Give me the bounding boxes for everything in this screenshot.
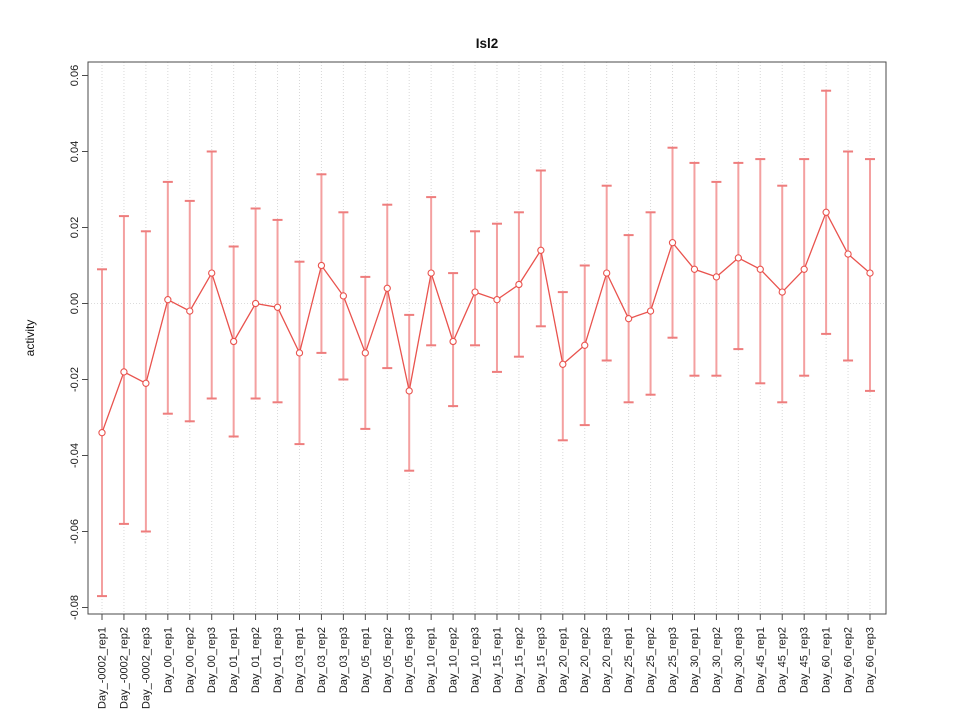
data-point bbox=[186, 307, 194, 315]
data-point bbox=[668, 239, 677, 247]
x-tick-label: Day_45_rep3 bbox=[799, 627, 811, 693]
x-tick-label: Day_-0002_rep2 bbox=[118, 627, 130, 709]
data-point bbox=[778, 288, 786, 296]
x-tick-label: Day_05_rep2 bbox=[382, 627, 394, 693]
error-bar bbox=[272, 218, 283, 404]
x-tick-label: Day_20_rep2 bbox=[579, 627, 591, 693]
error-bars bbox=[97, 89, 875, 598]
data-point bbox=[449, 337, 457, 346]
x-tick-label: Day_15_rep2 bbox=[513, 627, 525, 693]
x-axis: Day_-0002_rep1 Day_-0002_rep2 Day_-0002_re… bbox=[97, 614, 877, 709]
gridlines bbox=[101, 62, 871, 614]
x-tick-label: Day_10_rep2 bbox=[448, 627, 460, 693]
data-point bbox=[844, 250, 852, 258]
y-tick-label: 0.02 bbox=[69, 217, 81, 238]
data-point bbox=[405, 387, 413, 395]
data-line bbox=[101, 210, 871, 433]
x-tick-label: Day_05_rep1 bbox=[360, 627, 372, 693]
data-point bbox=[251, 299, 260, 308]
x-tick-label: Day_01_rep3 bbox=[272, 627, 284, 693]
data-point bbox=[603, 269, 611, 277]
x-tick-label: Day_45_rep1 bbox=[755, 627, 767, 693]
data-point bbox=[866, 269, 874, 277]
x-tick-label: Day_25_rep1 bbox=[623, 627, 635, 693]
data-point bbox=[98, 429, 106, 437]
y-tick-label: -0.08 bbox=[69, 595, 81, 620]
data-point bbox=[120, 368, 128, 376]
data-point bbox=[581, 341, 589, 349]
x-tick-label: Day_20_rep1 bbox=[557, 627, 569, 693]
y-tick-label: -0.02 bbox=[69, 367, 81, 392]
data-point bbox=[383, 284, 391, 292]
data-point bbox=[339, 292, 348, 300]
x-tick-label: Day_00_rep1 bbox=[162, 627, 174, 693]
data-point bbox=[690, 265, 699, 273]
x-tick-label: Day_10_rep3 bbox=[470, 627, 482, 693]
x-tick-label: Day_25_rep3 bbox=[667, 627, 679, 693]
x-tick-label: Day_60_rep1 bbox=[821, 627, 833, 693]
x-tick-label: Day_60_rep2 bbox=[843, 627, 855, 693]
data-points bbox=[98, 208, 874, 437]
x-tick-label: Day_00_rep2 bbox=[184, 627, 196, 693]
y-tick-label: 0.00 bbox=[69, 293, 81, 314]
data-point bbox=[427, 269, 435, 277]
x-tick-label: Day_15_rep1 bbox=[491, 627, 503, 693]
plot-box bbox=[87, 61, 887, 615]
data-point bbox=[537, 246, 545, 254]
data-point bbox=[646, 307, 655, 315]
data-point bbox=[142, 379, 150, 387]
x-tick-label: Day_01_rep2 bbox=[250, 627, 262, 693]
x-tick-label: Day_01_rep1 bbox=[228, 627, 240, 693]
x-tick-label: Day_30_rep1 bbox=[689, 627, 701, 693]
chart-title: Isl2 bbox=[475, 36, 499, 51]
x-tick-label: Day_00_rep3 bbox=[206, 627, 218, 693]
x-tick-label: Day_60_rep3 bbox=[865, 627, 877, 693]
x-tick-label: Day_10_rep1 bbox=[426, 627, 438, 693]
x-tick-label: Day_-0002_rep3 bbox=[140, 627, 152, 709]
x-tick-label: Day_03_rep3 bbox=[338, 627, 350, 693]
data-point bbox=[208, 269, 216, 277]
error-bar bbox=[645, 211, 656, 396]
data-point bbox=[712, 273, 721, 281]
data-point bbox=[822, 208, 830, 216]
data-point bbox=[493, 296, 501, 304]
data-point bbox=[624, 315, 633, 323]
y-tick-label: 0.04 bbox=[69, 141, 81, 162]
data-point bbox=[471, 288, 479, 296]
x-tick-label: Day_-0002_rep1 bbox=[97, 627, 109, 709]
x-tick-label: Day_03_rep1 bbox=[294, 627, 306, 693]
x-tick-label: Day_03_rep2 bbox=[316, 627, 328, 693]
data-point bbox=[515, 280, 523, 289]
data-point bbox=[756, 265, 764, 273]
x-tick-label: Day_15_rep3 bbox=[535, 627, 547, 693]
data-point bbox=[295, 349, 304, 357]
data-point bbox=[800, 265, 808, 273]
x-tick-label: Day_05_rep3 bbox=[404, 627, 416, 693]
y-tick-label: 0.06 bbox=[69, 65, 81, 86]
error-bar bbox=[470, 230, 481, 347]
data-point bbox=[230, 337, 238, 346]
x-tick-label: Day_45_rep2 bbox=[777, 627, 789, 693]
x-tick-label: Day_20_rep3 bbox=[601, 627, 613, 693]
data-point bbox=[317, 261, 326, 270]
data-point bbox=[361, 349, 369, 357]
data-point bbox=[273, 303, 282, 311]
data-point bbox=[559, 360, 567, 368]
data-point bbox=[734, 254, 742, 262]
y-axis: -0.08 -0.06 -0.04 -0.02 0.00 0.02 0.04 0.06 bbox=[69, 65, 88, 620]
y-tick-label: -0.04 bbox=[69, 443, 81, 468]
x-tick-label: Day_30_rep2 bbox=[711, 627, 723, 693]
x-tick-label: Day_25_rep2 bbox=[645, 627, 657, 693]
data-point bbox=[164, 296, 172, 304]
y-tick-label: -0.06 bbox=[69, 519, 81, 544]
x-tick-label: Day_30_rep3 bbox=[733, 627, 745, 693]
